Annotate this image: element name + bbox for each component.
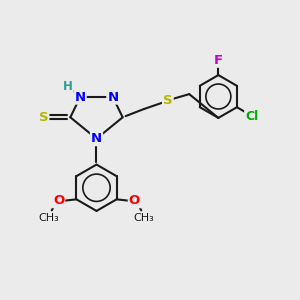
Text: N: N <box>75 91 86 103</box>
Text: H: H <box>63 80 73 93</box>
Text: N: N <box>107 91 118 103</box>
Text: S: S <box>163 94 172 107</box>
Text: Cl: Cl <box>245 110 258 123</box>
Text: O: O <box>129 194 140 207</box>
Text: CH₃: CH₃ <box>38 213 59 223</box>
Text: CH₃: CH₃ <box>134 213 154 223</box>
Text: N: N <box>91 132 102 145</box>
Text: O: O <box>53 194 64 207</box>
Text: S: S <box>39 111 48 124</box>
Text: F: F <box>214 54 223 67</box>
